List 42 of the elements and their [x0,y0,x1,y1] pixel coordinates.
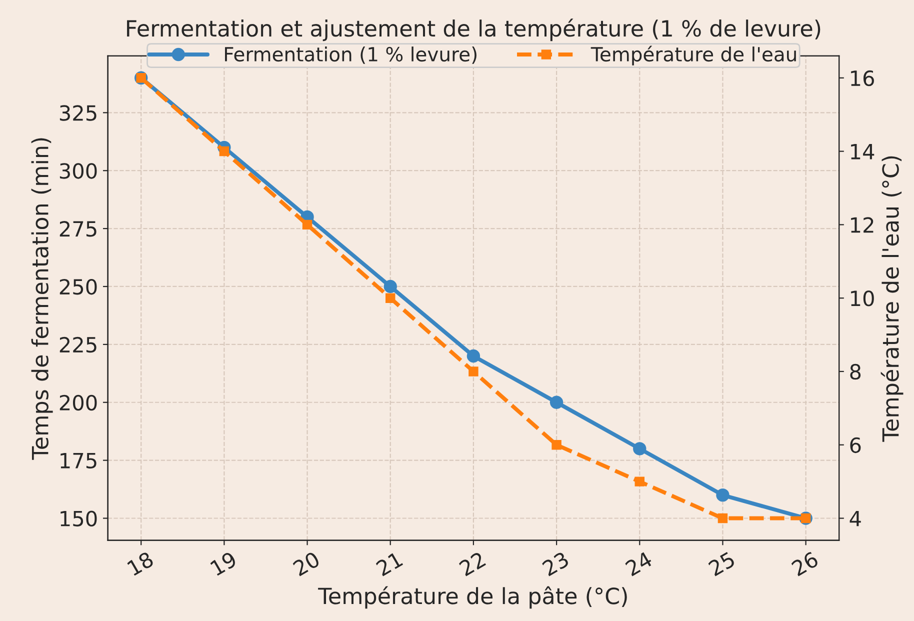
point [716,488,730,502]
x-tick-label: 19 [210,551,238,576]
y2-tick-label: 16 [851,70,874,86]
y2-tick-label: 6 [850,437,861,454]
y-tick-label: 150 [60,510,97,526]
point [466,349,480,363]
point [718,513,728,524]
y-tick-label: 300 [60,163,97,179]
point [468,366,478,376]
y2-axis-title: Température de l'eau (°C) [880,156,904,442]
x-axis-title: Température de la pâte (°C) [318,586,627,609]
point [634,476,644,486]
x-tick-label: 21 [375,551,404,576]
point [302,220,312,230]
point [633,442,646,456]
y-tick-label: 325 [60,105,96,121]
point [386,293,396,303]
y2-tick-label: 4 [850,510,861,526]
y2-tick-label: 12 [851,217,874,233]
point [550,396,564,409]
legend-label: Fermentation (1 % levure) [225,46,476,64]
x-tick-label: 23 [542,551,570,576]
x-tick-label: 22 [458,551,486,576]
x-tick-label: 25 [708,551,736,576]
y2-tick-label: 10 [851,290,874,306]
y-tick-label: 200 [60,394,97,411]
x-tick-label: 26 [790,550,820,576]
x-tick-label: 18 [126,551,154,576]
x-tick-label: 20 [292,551,321,576]
chart-title: Fermentation et ajustement de la température (1 % de levure) [127,18,820,42]
point [384,280,397,294]
y2-tick-label: 14 [851,144,874,160]
x-tick-label: 24 [624,550,653,576]
y-tick-label: 225 [60,336,96,353]
y-axis-title: Temps de fermentation (min) [31,138,53,460]
point [552,440,562,450]
y-tick-label: 250 [60,278,97,295]
y-tick-label: 175 [60,453,96,469]
point [219,146,230,156]
y2-tick-label: 8 [850,364,861,380]
legend-label: Température de l'eau [590,46,796,66]
y-tick-label: 275 [60,221,96,237]
